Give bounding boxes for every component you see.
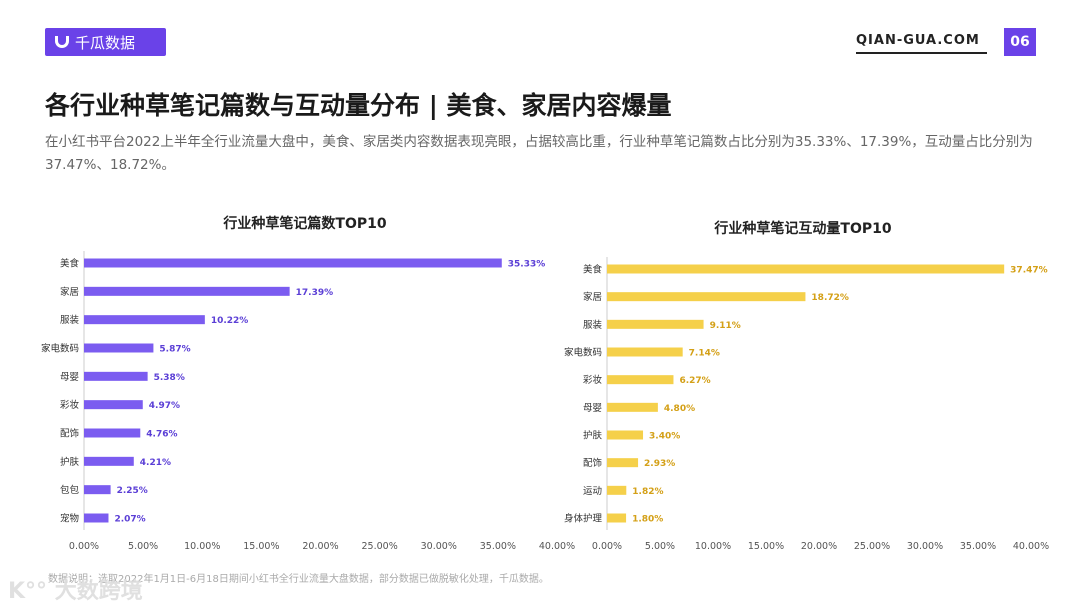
bar [607,513,627,523]
x-tick-label: 20.00% [801,541,837,552]
bar [607,402,658,412]
data-label: 17.39% [296,288,334,298]
data-label: 18.72% [811,293,849,303]
category-label: 宠物 [60,513,80,525]
bar [84,343,154,353]
category-label: 美食 [60,258,80,270]
bar [84,485,111,495]
data-label: 5.87% [159,345,190,355]
bar [84,315,205,325]
x-tick-label: 10.00% [184,541,220,552]
data-label: 1.80% [632,515,663,525]
data-label: 10.22% [211,316,249,326]
bar [607,458,639,468]
bar [607,375,674,385]
category-label: 家居 [60,286,79,298]
bar [84,428,141,438]
footnote: 数据说明：选取2022年1月1日-6月18日期间小红书全行业流量大盘数据，部分数… [48,574,549,585]
data-label: 4.97% [149,401,180,411]
bar [607,292,806,302]
category-label: 家电数码 [41,343,79,355]
logo-icon [55,36,69,48]
bar [607,347,683,357]
data-label: 9.11% [710,321,741,331]
category-label: 服装 [583,319,603,331]
x-tick-label: 30.00% [907,541,943,552]
x-tick-label: 0.00% [592,541,622,552]
data-label: 2.25% [117,486,148,496]
bar [84,456,134,466]
x-tick-label: 15.00% [748,541,784,552]
category-label: 美食 [583,264,603,276]
category-label: 服装 [60,314,80,326]
category-label: 身体护理 [564,513,603,525]
bar [84,286,290,296]
x-tick-label: 40.00% [539,541,575,552]
x-tick-label: 35.00% [480,541,516,552]
category-label: 护肤 [583,430,603,442]
watermark-logo: K°° 大数跨境 [8,579,143,604]
chart-title: 行业种草笔记互动量TOP10 [713,220,891,237]
brand-name: 千瓜数据 [75,33,136,52]
data-label: 35.33% [508,260,545,270]
bar [84,258,502,268]
chart-title: 行业种草笔记篇数TOP10 [222,215,386,232]
x-tick-label: 30.00% [421,541,457,552]
category-label: 家居 [583,291,602,303]
brand-logo: 千瓜数据 [45,28,166,56]
x-tick-label: 20.00% [302,541,338,552]
x-tick-label: 25.00% [854,541,890,552]
category-label: 彩妆 [60,399,80,411]
category-label: 包包 [60,484,80,496]
site-url: QIAN-GUA.COM [856,33,987,54]
category-label: 配饰 [583,457,602,469]
bar [607,485,627,495]
data-label: 37.47% [1010,266,1048,276]
data-label: 4.21% [140,458,171,468]
bar [84,371,148,381]
x-tick-label: 10.00% [695,541,731,552]
category-label: 母婴 [60,372,79,383]
data-label: 1.82% [632,487,663,497]
x-tick-label: 5.00% [128,541,158,552]
category-label: 配饰 [60,428,79,440]
x-tick-label: 40.00% [1013,541,1049,552]
x-tick-label: 15.00% [243,541,279,552]
description: 在小红书平台2022上半年全行业流量大盘中，美食、家居类内容数据表现亮眼，占据较… [45,134,1033,173]
x-tick-label: 35.00% [960,541,996,552]
data-label: 4.80% [664,404,695,414]
bar [607,430,644,440]
x-tick-label: 25.00% [362,541,398,552]
bar [607,264,1005,274]
category-label: 母婴 [583,403,602,414]
bar [84,400,143,410]
page-title: 各行业种草笔记篇数与互动量分布 | 美食、家居内容爆量 [45,91,672,120]
data-label: 3.40% [649,432,680,442]
page-number: 06 [1004,28,1036,56]
data-label: 4.76% [146,430,177,440]
bar [607,319,704,329]
category-label: 运动 [583,486,602,497]
category-label: 护肤 [60,456,80,468]
bar [84,513,109,523]
x-tick-label: 5.00% [645,541,675,552]
data-label: 7.14% [689,349,720,359]
x-tick-label: 0.00% [69,541,99,552]
data-label: 2.07% [114,515,145,525]
category-label: 家电数码 [564,347,602,359]
category-label: 彩妆 [583,374,603,386]
data-label: 5.38% [154,373,185,383]
data-label: 6.27% [679,376,710,386]
data-label: 2.93% [644,459,675,469]
